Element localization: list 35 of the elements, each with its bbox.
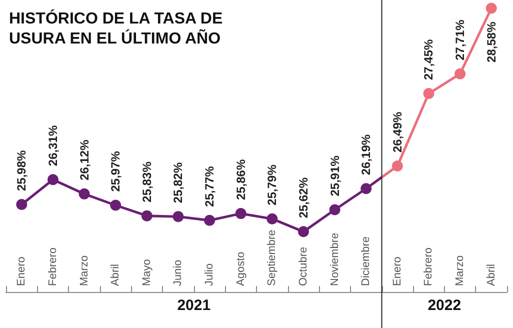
data-label: 25,77%: [202, 166, 217, 207]
data-label: 25,97%: [108, 150, 123, 192]
data-label: 27,71%: [453, 19, 468, 60]
x-tick-label: Junio: [172, 260, 184, 286]
x-tick-label: Enero: [16, 256, 28, 286]
data-label: 25,82%: [171, 162, 186, 204]
data-label: 28,58%: [484, 21, 498, 62]
x-tick-label: Diciembre: [360, 236, 372, 286]
data-label: 25,91%: [328, 155, 342, 196]
data-label: 25,86%: [234, 159, 248, 200]
data-label: 25,98%: [14, 150, 29, 191]
x-tick-label: Agosto: [234, 252, 247, 286]
x-tick-label: Mayo: [140, 259, 153, 286]
text: 2022: [426, 297, 462, 314]
data-label: 26,31%: [46, 125, 60, 166]
text: HISTÓRICO DE LA TASA DE USURA EN EL ÚLTIMO AÑO: [9, 8, 223, 48]
data-label: 27,45%: [422, 39, 436, 80]
x-tick-label: Noviembre: [328, 232, 341, 286]
data-label: 25,79%: [265, 164, 280, 206]
x-tick-label: Abril: [110, 264, 122, 286]
text: 2021: [176, 297, 212, 314]
x-tick-label: Marzo: [78, 255, 90, 286]
x-tick-label: Abril: [485, 264, 498, 286]
x-tick-label: Julio: [204, 263, 216, 286]
data-label: 26,12%: [77, 139, 92, 180]
x-tick-label: Septiembre: [266, 230, 278, 286]
x-tick-label: Octubre: [297, 246, 310, 286]
x-tick-label: Febrero: [422, 247, 435, 286]
data-label: 25,62%: [296, 177, 310, 218]
x-tick-label: Febrero: [46, 247, 59, 286]
x-tick-label: Marzo: [454, 255, 466, 286]
data-label: 25,83%: [140, 161, 154, 202]
x-tick-label: Enero: [391, 256, 404, 286]
data-label: 26,19%: [359, 134, 374, 176]
data-label: 26,49%: [390, 111, 404, 152]
